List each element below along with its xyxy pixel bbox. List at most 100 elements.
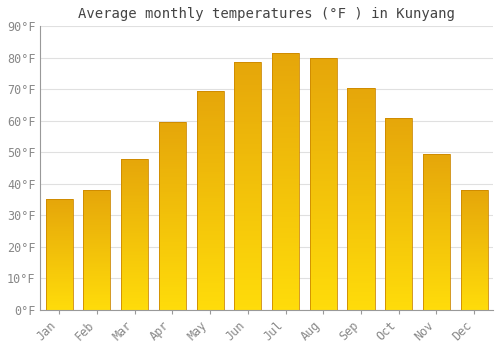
Bar (310, 259, 337, 262)
Bar (460, 210, 488, 212)
Bar (310, 247, 337, 249)
Bar (310, 144, 337, 146)
Bar (310, 166, 337, 169)
Bar (460, 195, 488, 196)
Bar (348, 108, 374, 110)
Bar (272, 89, 299, 92)
Bar (196, 174, 224, 176)
Bar (385, 214, 412, 216)
Bar (423, 166, 450, 168)
Bar (348, 119, 374, 121)
Bar (423, 297, 450, 299)
Bar (310, 252, 337, 254)
Bar (84, 224, 110, 225)
Bar (348, 110, 374, 112)
Bar (46, 288, 73, 289)
Bar (234, 186, 262, 189)
Bar (234, 295, 262, 298)
Bar (385, 179, 412, 181)
Bar (234, 206, 262, 208)
Bar (423, 299, 450, 300)
Bar (159, 137, 186, 139)
Bar (385, 217, 412, 219)
Bar (460, 293, 488, 294)
Bar (121, 209, 148, 210)
Bar (234, 290, 262, 292)
Bar (159, 259, 186, 261)
Bar (84, 234, 110, 236)
Bar (460, 233, 488, 235)
Bar (46, 220, 73, 222)
Bar (460, 270, 488, 271)
Bar (385, 210, 412, 212)
Bar (272, 204, 299, 207)
Bar (348, 261, 374, 263)
Bar (310, 111, 337, 113)
Bar (84, 305, 110, 306)
Bar (159, 299, 186, 300)
Bar (159, 173, 186, 175)
Bar (348, 305, 374, 308)
Bar (159, 263, 186, 265)
Bar (348, 163, 374, 166)
Bar (310, 176, 337, 179)
Bar (234, 114, 262, 117)
Bar (423, 308, 450, 310)
Bar (46, 199, 73, 201)
Bar (460, 209, 488, 210)
Bar (272, 184, 299, 187)
Bar (121, 189, 148, 190)
Bar (121, 199, 148, 201)
Bar (385, 166, 412, 168)
Bar (348, 201, 374, 203)
Bar (348, 239, 374, 241)
Bar (310, 239, 337, 242)
Bar (272, 212, 299, 215)
Bar (46, 199, 73, 310)
Bar (84, 262, 110, 263)
Bar (234, 152, 262, 154)
Bar (272, 120, 299, 122)
Bar (84, 238, 110, 239)
Bar (159, 231, 186, 233)
Bar (46, 212, 73, 213)
Bar (310, 159, 337, 161)
Bar (423, 165, 450, 166)
Bar (46, 301, 73, 302)
Bar (46, 250, 73, 251)
Bar (46, 279, 73, 280)
Bar (84, 240, 110, 241)
Bar (84, 222, 110, 224)
Bar (159, 147, 186, 148)
Bar (234, 124, 262, 127)
Bar (423, 208, 450, 210)
Bar (272, 76, 299, 79)
Bar (196, 233, 224, 235)
Bar (196, 226, 224, 229)
Bar (121, 257, 148, 258)
Bar (234, 63, 262, 310)
Bar (84, 264, 110, 265)
Bar (385, 142, 412, 145)
Bar (121, 192, 148, 193)
Bar (310, 78, 337, 80)
Bar (272, 92, 299, 94)
Bar (46, 284, 73, 286)
Bar (121, 282, 148, 284)
Bar (385, 267, 412, 270)
Bar (272, 194, 299, 197)
Bar (385, 223, 412, 225)
Bar (121, 220, 148, 222)
Bar (272, 163, 299, 166)
Bar (460, 253, 488, 255)
Bar (310, 234, 337, 237)
Bar (196, 104, 224, 106)
Bar (84, 257, 110, 258)
Bar (310, 289, 337, 292)
Bar (84, 298, 110, 299)
Bar (310, 163, 337, 166)
Bar (46, 261, 73, 262)
Bar (84, 205, 110, 207)
Bar (423, 255, 450, 257)
Bar (234, 171, 262, 174)
